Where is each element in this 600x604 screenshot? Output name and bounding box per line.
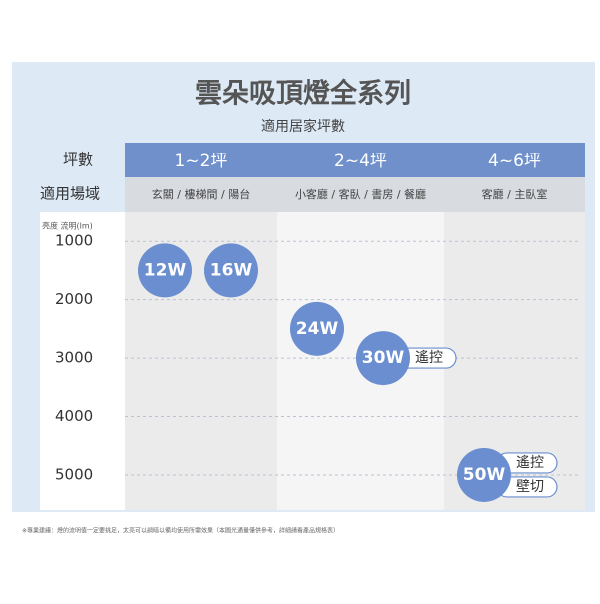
footnote: ※專業建議：燈的流明值一定要挑足，太亮可以調暗以備均使用所需效果（本圖光通量僅供… — [22, 527, 339, 535]
chart-title: 雲朵吸頂燈全系列 — [195, 78, 411, 110]
category-label: 4~6坪 — [488, 151, 541, 171]
area-cell — [125, 177, 277, 212]
row-label: 坪數 — [63, 151, 93, 169]
category-label: 2~4坪 — [334, 151, 387, 171]
y-tick-label: 1000 — [55, 232, 93, 250]
bubble-label: 12W — [144, 260, 187, 280]
tag-label: 遙控 — [415, 350, 443, 366]
y-axis-label: 亮度 流明(lm) — [42, 221, 93, 231]
bubble — [356, 331, 410, 386]
bubble-label: 50W — [463, 465, 506, 485]
bubble — [204, 243, 258, 298]
tag-label: 遙控 — [516, 455, 544, 471]
chart-subtitle: 適用居家坪數 — [261, 118, 345, 135]
area-cell — [277, 177, 444, 212]
area-cell — [444, 177, 585, 212]
area-label: 玄關 / 樓梯間 / 陽台 — [152, 187, 250, 201]
y-tick-label: 4000 — [55, 407, 93, 425]
bubble — [138, 243, 192, 298]
bubble-label: 16W — [210, 260, 253, 280]
y-tick-label: 3000 — [55, 349, 93, 367]
bubble — [457, 447, 511, 502]
bubble-label: 24W — [296, 319, 339, 339]
y-tick-label: 5000 — [55, 465, 93, 483]
bubble — [290, 301, 344, 356]
row-label: 適用場域 — [40, 185, 100, 203]
header-round — [125, 143, 585, 153]
y-tick-label: 2000 — [55, 290, 93, 308]
category-label: 1~2坪 — [175, 151, 228, 171]
tag-label: 壁切 — [516, 479, 544, 495]
area-label: 小客廳 / 客臥 / 書房 / 餐廳 — [295, 187, 426, 201]
bubble-label: 30W — [362, 348, 405, 368]
area-label: 客廳 / 主臥室 — [482, 187, 548, 201]
